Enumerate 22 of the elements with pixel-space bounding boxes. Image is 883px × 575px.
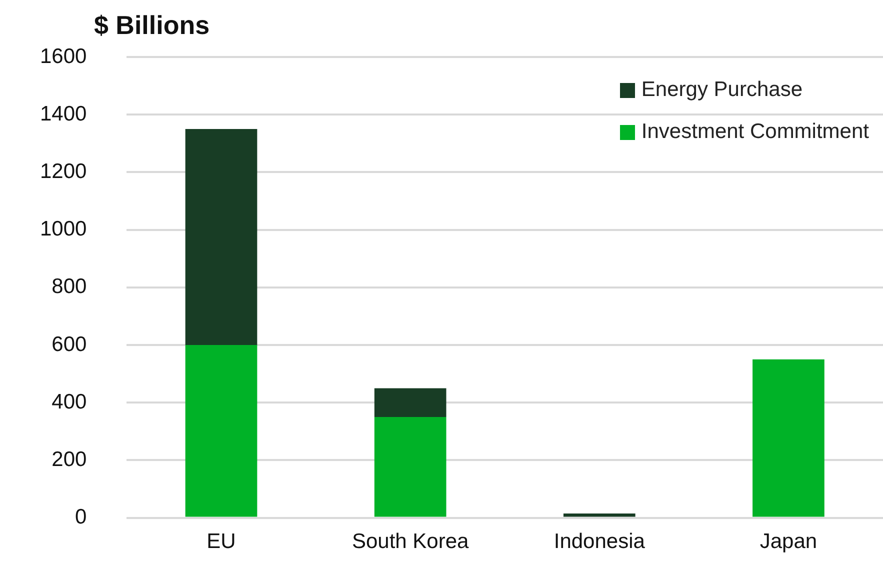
- bar: [374, 417, 446, 517]
- x-tick-label: Japan: [760, 530, 818, 554]
- x-tick-label: EU: [206, 530, 236, 554]
- legend-label: Investment Commitment: [641, 120, 869, 144]
- x-tick-label: Indonesia: [554, 530, 646, 554]
- y-axis-title: $ Billions: [94, 10, 210, 41]
- y-tick-label: 400: [52, 390, 87, 414]
- legend-label: Energy Purchase: [641, 78, 803, 102]
- y-tick-label: 1200: [40, 160, 87, 183]
- y-tick-label: 1400: [40, 102, 87, 126]
- y-tick-label: 200: [52, 448, 87, 471]
- bar: [185, 345, 258, 517]
- bar: [752, 359, 824, 517]
- y-tick-label: 1600: [40, 44, 87, 68]
- bar: [374, 388, 446, 417]
- y-tick-label: 0: [75, 506, 87, 529]
- y-tick-label: 800: [52, 275, 87, 298]
- bar: [563, 513, 636, 517]
- y-tick-label: 1000: [40, 218, 87, 241]
- y-tick-label: 600: [52, 332, 87, 356]
- x-tick-label: South Korea: [352, 530, 470, 554]
- bar: [185, 129, 258, 345]
